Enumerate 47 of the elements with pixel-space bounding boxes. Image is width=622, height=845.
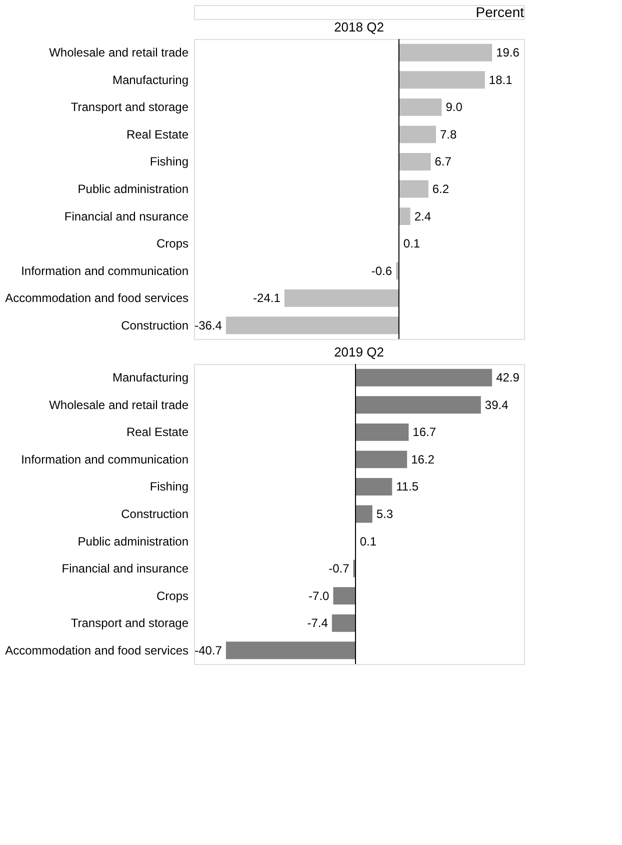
data-label: 19.6 bbox=[496, 46, 520, 60]
data-label: 2.4 bbox=[414, 209, 432, 224]
y-tick-label: Wholesale and retail trade bbox=[49, 398, 189, 412]
data-label: -0.6 bbox=[371, 264, 392, 278]
text: Percent bbox=[476, 4, 524, 20]
data-label: 39.4 bbox=[484, 398, 509, 412]
y-tick-label: Financial and insurance bbox=[62, 562, 189, 576]
y-tick-label: Manufacturing bbox=[112, 370, 188, 385]
y-tick-label: Construction bbox=[121, 507, 188, 521]
data-label: -36.4 bbox=[194, 318, 222, 332]
data-label: 18.1 bbox=[488, 72, 513, 87]
chart-title: 2019 Q2 bbox=[334, 344, 384, 360]
y-tick-label: Information and communication bbox=[21, 452, 188, 466]
data-label: -0.7 bbox=[328, 562, 350, 576]
y-tick-label: Transport and storage bbox=[70, 616, 189, 630]
data-label: -7.0 bbox=[308, 588, 330, 603]
data-label: 6.7 bbox=[434, 154, 452, 169]
y-tick-label: Transport and storage bbox=[70, 100, 189, 114]
data-label: 0.1 bbox=[403, 236, 420, 251]
y-tick-label: Wholesale and retail trade bbox=[49, 46, 189, 60]
y-tick-label: Fishing bbox=[150, 154, 188, 169]
y-tick-label: Fishing bbox=[150, 480, 188, 494]
y-tick-label: Construction bbox=[121, 318, 188, 332]
data-label: 5.3 bbox=[376, 507, 394, 521]
data-label: 11.5 bbox=[396, 480, 419, 494]
data-label: 16.2 bbox=[411, 452, 435, 466]
y-tick-label: Accommodation and food services bbox=[5, 291, 188, 306]
y-tick-label: Information and communication bbox=[21, 264, 188, 278]
y-tick-label: Public administration bbox=[78, 182, 188, 196]
y-tick-label: Financial and nsurance bbox=[64, 209, 189, 224]
data-label: 7.8 bbox=[440, 127, 457, 142]
y-tick-label: Crops bbox=[156, 588, 188, 603]
y-tick-label: Real Estate bbox=[126, 425, 189, 440]
chart-title: 2018 Q2 bbox=[334, 20, 384, 34]
y-tick-label: Real Estate bbox=[126, 127, 189, 142]
data-label: 6.2 bbox=[432, 182, 450, 196]
y-tick-label: Manufacturing bbox=[112, 72, 188, 87]
data-label: -7.4 bbox=[307, 616, 328, 630]
y-tick-label: Public administration bbox=[78, 534, 188, 548]
data-label: -40.7 bbox=[194, 643, 222, 658]
data-label: -24.1 bbox=[253, 291, 281, 306]
data-label: 16.7 bbox=[412, 425, 436, 440]
data-label: 42.9 bbox=[496, 370, 520, 385]
y-tick-label: Crops bbox=[156, 236, 188, 251]
y-tick-label: Accommodation and food services bbox=[5, 643, 188, 658]
data-label: 0.1 bbox=[360, 534, 377, 548]
data-label: 9.0 bbox=[446, 100, 463, 114]
